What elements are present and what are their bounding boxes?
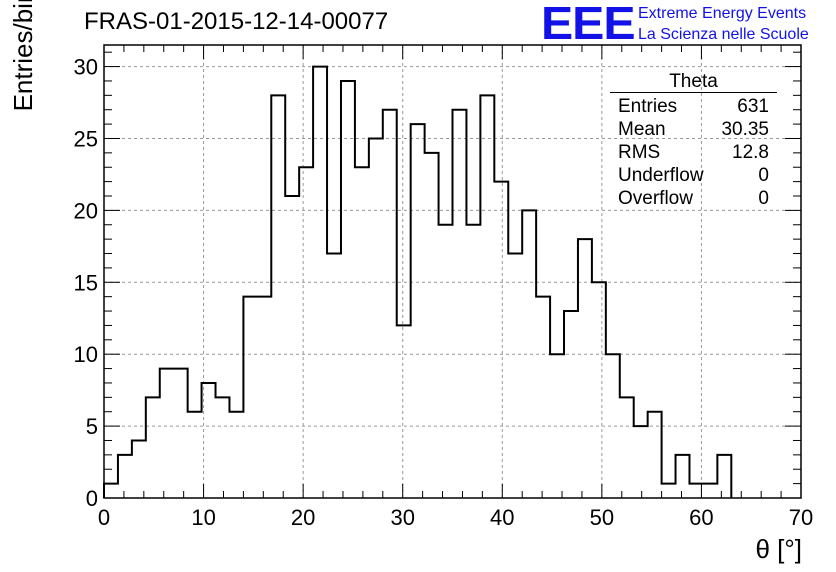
histogram-bin — [550, 354, 564, 498]
histogram-bin — [188, 412, 202, 498]
histogram-bin — [703, 484, 717, 498]
y-tick-label: 30 — [74, 55, 98, 80]
x-tick-label: 20 — [291, 505, 315, 530]
stats-row: Mean 30.35 — [610, 118, 777, 141]
y-axis-label: Entries/bin — [8, 0, 38, 112]
histogram-bin — [439, 225, 453, 498]
y-tick-label: 20 — [74, 198, 98, 223]
y-tick-label: 0 — [86, 486, 98, 511]
histogram-bin — [132, 440, 146, 498]
stats-row: Overflow 0 — [610, 187, 777, 210]
histogram-bin — [564, 311, 578, 498]
stats-value: 0 — [758, 165, 769, 186]
y-tick-label: 25 — [74, 126, 98, 151]
histogram-bin — [257, 297, 271, 498]
histogram-bin — [522, 210, 536, 498]
histogram-bin — [118, 455, 132, 498]
stats-row: Underflow 0 — [610, 164, 777, 187]
histogram-bin — [355, 167, 369, 498]
histogram-bin — [717, 455, 731, 498]
stats-label: Underflow — [618, 165, 704, 186]
histogram-bin — [146, 397, 160, 498]
x-tick-label: 30 — [390, 505, 414, 530]
histogram-bin — [174, 369, 188, 498]
histogram-bin — [285, 196, 299, 498]
histogram-bin — [634, 426, 648, 498]
stats-title: Theta — [610, 72, 777, 93]
eee-logo-text: Extreme Energy Events La Scienza nelle S… — [638, 3, 809, 45]
stats-value: 631 — [737, 96, 769, 117]
stats-label: RMS — [618, 142, 661, 163]
histogram-bin — [466, 225, 480, 498]
histogram-bin — [160, 369, 174, 498]
histogram-bin — [397, 325, 411, 498]
histogram-bin — [648, 412, 662, 498]
histogram-bin — [243, 297, 257, 498]
x-tick-label: 70 — [789, 505, 813, 530]
histogram-bin — [271, 95, 285, 498]
histogram-bin — [578, 239, 592, 498]
stats-label: Overflow — [618, 188, 693, 209]
histogram-outline — [103, 65, 733, 498]
histogram-bin — [536, 297, 550, 498]
histogram-bin — [453, 110, 467, 498]
y-tick-label: 5 — [86, 414, 98, 439]
histogram-bin — [299, 167, 313, 498]
x-axis-label: θ [°] — [755, 534, 802, 564]
stats-box: Theta Entries 631 Mean 30.35 RMS 12.8 Un… — [610, 72, 777, 210]
histogram-bin — [494, 182, 508, 498]
histogram-bin — [620, 397, 634, 498]
y-tick-label: 10 — [74, 342, 98, 367]
stats-value: 30.35 — [721, 119, 769, 140]
plot-frame — [103, 44, 802, 499]
histogram-bin — [383, 110, 397, 498]
histogram-bin — [606, 354, 620, 498]
histogram-bin — [104, 484, 118, 498]
x-tick-label: 0 — [98, 505, 110, 530]
chart-title: FRAS-01-2015-12-14-00077 — [84, 8, 389, 35]
stats-row: Entries 631 — [610, 95, 777, 118]
x-tick-label: 60 — [689, 505, 713, 530]
x-tick-label: 50 — [590, 505, 614, 530]
x-tick-label: 10 — [191, 505, 215, 530]
eee-logo-line1: Extreme Energy Events — [638, 5, 807, 22]
histogram-bin — [313, 67, 327, 498]
stats-value: 12.8 — [732, 142, 769, 163]
histogram-bin — [425, 153, 439, 498]
histogram-bin — [480, 95, 494, 498]
stats-label: Entries — [618, 96, 678, 117]
histogram-bin — [341, 81, 355, 498]
histogram-bin — [592, 282, 606, 498]
histogram-bin — [411, 124, 425, 498]
histogram-bin — [508, 254, 522, 498]
eee-logo-line2: La Scienza nelle Scuole — [638, 26, 809, 43]
histogram-bin — [676, 455, 690, 498]
histogram-bin — [689, 484, 703, 498]
x-tick-label: 40 — [490, 505, 514, 530]
stats-value: 0 — [758, 188, 769, 209]
y-tick-label: 15 — [74, 270, 98, 295]
histogram-bin — [229, 412, 243, 498]
histogram-bin — [216, 397, 230, 498]
histogram-bin — [202, 383, 216, 498]
histogram-bin — [327, 254, 341, 498]
histogram-bin — [369, 138, 383, 498]
histogram-bin — [662, 484, 676, 498]
eee-logo: EEE — [541, 0, 636, 49]
stats-label: Mean — [618, 119, 666, 140]
stats-row: RMS 12.8 — [610, 141, 777, 164]
